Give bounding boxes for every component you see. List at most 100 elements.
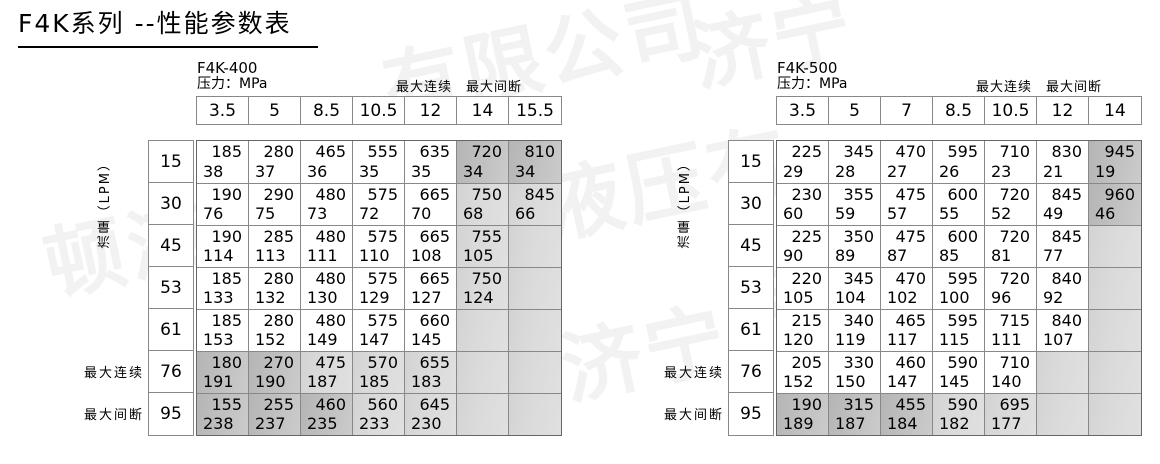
- cell-value-bottom: 150: [835, 372, 866, 391]
- table-row: 190 76 290 75 480 73 575 72 665 70 750 68 845 66: [197, 183, 561, 225]
- data-cell-shaded: 180 191: [197, 351, 249, 393]
- data-cell-shaded: [1037, 351, 1089, 393]
- cell-value-top: 470: [895, 142, 926, 161]
- data-cell: 185 153: [197, 309, 249, 351]
- data-cell: 480 111: [301, 225, 353, 267]
- cell-value-top: 560: [367, 395, 398, 414]
- cell-value-bottom: 152: [783, 372, 814, 391]
- flag-max-continuous: 最大连续: [976, 80, 1033, 95]
- cell-value-bottom: 187: [835, 414, 866, 433]
- cell-value-bottom: 124: [463, 288, 494, 307]
- flow-rate-cell: 95: [740, 404, 762, 424]
- cell-value-bottom: 145: [411, 330, 442, 349]
- cell-value-top: 600: [947, 185, 978, 204]
- data-cell-shaded: 560 233: [353, 393, 405, 435]
- cell-value-bottom: 92: [1043, 288, 1064, 307]
- table-heading: F4K-400 压力：MPa: [197, 60, 267, 93]
- flow-rate-cell: 30: [149, 183, 193, 225]
- cell-value-bottom: 153: [203, 330, 234, 349]
- cell-value-bottom: 147: [359, 330, 390, 349]
- cell-value-top: 340: [843, 311, 874, 330]
- cell-value-bottom: 26: [939, 162, 960, 181]
- flow-rate-cell: 61: [149, 309, 193, 351]
- cell-value-top: 600: [947, 227, 978, 246]
- data-cell-shaded: [457, 351, 509, 393]
- cell-value-top: 590: [947, 395, 978, 414]
- table-row: 225 29 345 28 470 27 595 26 710 23 830 21 945 19: [777, 141, 1141, 183]
- data-cell-shaded: [509, 225, 561, 267]
- data-cell: 665 127: [405, 267, 457, 309]
- data-cell-shaded: 695 177: [985, 393, 1037, 435]
- table-row: 215 120 340 119 465 117 595 115 715 111 840 107: [777, 309, 1141, 351]
- cell-value-top: 720: [471, 142, 502, 161]
- pressure-header-cell: 5: [829, 97, 881, 124]
- cell-value-top: 465: [895, 311, 926, 330]
- cell-value-top: 185: [211, 142, 242, 161]
- flow-rate-cell: 76: [729, 351, 773, 393]
- cell-value-top: 645: [419, 395, 450, 414]
- data-cell: 665 70: [405, 183, 457, 225]
- table-row: 190 114 285 113 480 111 575 110 665 108 755 105: [197, 225, 561, 267]
- pressure-header-cell: 7: [881, 97, 933, 124]
- data-cell-shaded: 155 238: [197, 393, 249, 435]
- cell-value-bottom: 38: [203, 162, 224, 181]
- pressure-header-cell: 3.5: [777, 97, 829, 124]
- row-label-column: 最大连续 最大间断: [642, 140, 724, 434]
- flow-rate-cell: 15: [729, 141, 773, 183]
- row-label-empty: [62, 140, 144, 182]
- cell-value-bottom: 57: [887, 204, 908, 223]
- cell-value-bottom: 191: [203, 372, 234, 391]
- data-cell-shaded: 475 187: [301, 351, 353, 393]
- cell-value-bottom: 120: [783, 330, 814, 349]
- cell-value-bottom: 35: [411, 162, 432, 181]
- cell-value-bottom: 90: [783, 246, 804, 265]
- data-cell: 340 119: [829, 309, 881, 351]
- pressure-header-row: 3.5 5 8.5 10.5 12 14 15.5: [196, 96, 562, 125]
- data-cell: 715 111: [985, 309, 1037, 351]
- data-cell-shaded: 455 184: [881, 393, 933, 435]
- pressure-header-cell: 10.5: [985, 97, 1037, 124]
- cell-value-top: 830: [1051, 142, 1082, 161]
- cell-value-bottom: 29: [783, 162, 804, 181]
- cell-value-top: 280: [263, 142, 294, 161]
- data-cell: 575 110: [353, 225, 405, 267]
- cell-value-bottom: 185: [359, 372, 390, 391]
- cell-value-top: 665: [419, 227, 450, 246]
- cell-value-bottom: 130: [307, 288, 338, 307]
- data-cell: 710 140: [985, 351, 1037, 393]
- data-cell: 590 145: [933, 351, 985, 393]
- cell-value-top: 945: [1104, 142, 1135, 161]
- data-cell: 185 133: [197, 267, 249, 309]
- cell-value-top: 480: [315, 311, 346, 330]
- cell-value-top: 230: [791, 185, 822, 204]
- data-cell: 840 92: [1037, 267, 1089, 309]
- data-grid: 225 29 345 28 470 27 595 26 710 23 830 21 945 19 230 60…: [776, 140, 1142, 436]
- cell-value-bottom: 75: [255, 204, 276, 223]
- cell-value-top: 290: [263, 185, 294, 204]
- cell-value-bottom: 237: [255, 414, 286, 433]
- data-cell: 225 90: [777, 225, 829, 267]
- pressure-header-cell: 12: [405, 97, 457, 124]
- cell-value-top: 460: [895, 353, 926, 372]
- data-cell-shaded: [457, 393, 509, 435]
- cell-value-top: 575: [367, 269, 398, 288]
- cell-value-bottom: 36: [307, 162, 328, 181]
- data-cell: 470 102: [881, 267, 933, 309]
- data-cell: 480 73: [301, 183, 353, 225]
- cell-value-top: 840: [1051, 269, 1082, 288]
- flow-rate-cell: 61: [729, 309, 773, 351]
- cell-value-bottom: 60: [783, 204, 804, 223]
- data-cell: 595 100: [933, 267, 985, 309]
- cell-value-bottom: 76: [203, 204, 224, 223]
- data-cell: 475 57: [881, 183, 933, 225]
- pressure-header-cell: 12: [1037, 97, 1089, 124]
- row-label-flag: 最大连续: [83, 365, 144, 381]
- cell-value-bottom: 77: [1043, 246, 1064, 265]
- data-cell: 190 76: [197, 183, 249, 225]
- data-cell-shaded: 645 230: [405, 393, 457, 435]
- cell-value-bottom: 27: [887, 162, 908, 181]
- data-cell-shaded: [1089, 393, 1141, 435]
- cell-value-top: 350: [843, 227, 874, 246]
- cell-value-top: 225: [791, 142, 822, 161]
- data-cell-shaded: 750 68: [457, 183, 509, 225]
